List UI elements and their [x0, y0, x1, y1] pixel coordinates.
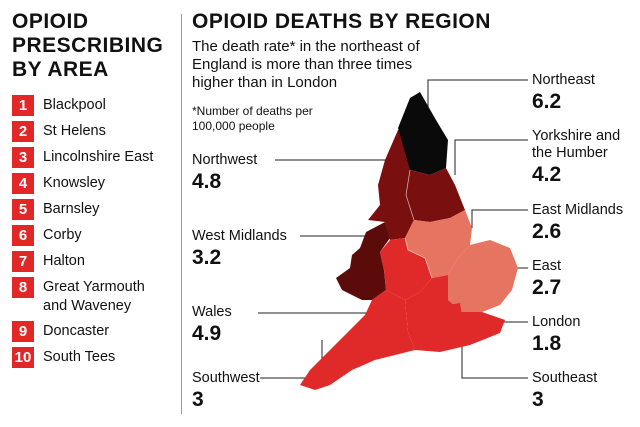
list-item: 9 Doncaster	[12, 321, 182, 343]
label-yorkshire: Yorkshire and the Humber 4.2	[532, 128, 620, 188]
label-wales: Wales 4.9	[192, 304, 232, 347]
label-east: East 2.7	[532, 258, 561, 301]
region-value: 4.9	[192, 322, 222, 345]
region-value: 3	[192, 388, 204, 411]
label-northwest: Northwest 4.8	[192, 152, 257, 195]
rank-badge: 10	[12, 347, 34, 368]
main-title: OPIOID DEATHS BY REGION	[192, 10, 491, 33]
list-item: 1 Blackpool	[12, 95, 182, 117]
label-london: London 1.8	[532, 314, 580, 357]
region-name: Yorkshire and the Humber	[532, 128, 621, 161]
list-item: 8 Great Yarmouth and Waveney	[12, 277, 182, 317]
area-name: Halton	[43, 253, 85, 269]
leader-yorkshire	[454, 139, 528, 175]
region-name: East	[532, 258, 562, 274]
leader-northeast	[427, 79, 528, 120]
region-borders	[404, 169, 433, 279]
rank-badge: 9	[12, 321, 34, 342]
list-item: 5 Barnsley	[12, 199, 182, 221]
region-wales	[336, 222, 390, 300]
rank-badge: 5	[12, 199, 34, 220]
label-southwest: Southwest 3	[192, 370, 260, 413]
region-southeast	[405, 275, 505, 352]
region-name: East Midlands	[532, 202, 624, 218]
region-name: Wales	[192, 304, 232, 320]
prescribing-ranking-list: 1 Blackpool 2 St Helens 3 Lincolnshire E…	[12, 95, 182, 373]
region-value: 6.2	[532, 90, 562, 113]
region-value: 2.7	[532, 276, 562, 299]
area-name: Lincolnshire East	[43, 149, 154, 165]
area-name: St Helens	[43, 123, 106, 139]
area-name: Blackpool	[43, 97, 106, 113]
region-east	[448, 240, 518, 312]
border-midlands	[404, 237, 433, 279]
region-yorkshire	[406, 168, 465, 222]
region-name: Northwest	[192, 152, 258, 168]
region-value: 3	[532, 388, 544, 411]
left-title: OPIOID PRESCRIBING BY AREA	[12, 10, 164, 81]
list-item: 2 St Helens	[12, 121, 182, 143]
region-northeast	[398, 92, 448, 175]
region-east-midlands	[405, 210, 472, 278]
region-southwest	[300, 290, 415, 390]
list-item: 7 Halton	[12, 251, 182, 273]
rank-badge: 6	[12, 225, 34, 246]
area-name: Great Yarmouth and Waveney	[43, 279, 145, 314]
region-name: West Midlands	[192, 228, 287, 244]
list-item: 6 Corby	[12, 225, 182, 247]
border-north	[405, 169, 415, 221]
region-value: 4.8	[192, 170, 222, 193]
rank-badge: 2	[12, 121, 34, 142]
region-northwest	[368, 128, 414, 240]
rank-badge: 1	[12, 95, 34, 116]
region-name: Southwest	[192, 370, 260, 386]
footnote: *Number of deaths per 100,000 people	[192, 104, 313, 133]
label-east-midlands: East Midlands 2.6	[532, 202, 623, 245]
region-value: 3.2	[192, 246, 222, 269]
region-name: Southeast	[532, 370, 598, 386]
rank-badge: 3	[12, 147, 34, 168]
rank-badge: 7	[12, 251, 34, 272]
column-divider	[181, 14, 182, 414]
area-name: Corby	[43, 227, 82, 243]
label-southeast: Southeast 3	[532, 370, 597, 413]
region-name: Northeast	[532, 72, 595, 88]
leader-east-midlands	[471, 209, 528, 228]
rank-badge: 8	[12, 277, 34, 298]
region-value: 2.6	[532, 220, 562, 243]
region-name: London	[532, 314, 581, 330]
area-name: South Tees	[43, 349, 116, 365]
subtitle: The death rate* in the northeast of Engl…	[192, 38, 420, 91]
rank-badge: 4	[12, 173, 34, 194]
area-name: Barnsley	[43, 201, 100, 217]
area-name: Knowsley	[43, 175, 106, 191]
list-item: 10 South Tees	[12, 347, 182, 369]
region-value: 1.8	[532, 332, 562, 355]
list-item: 4 Knowsley	[12, 173, 182, 195]
region-west-midlands	[380, 238, 432, 300]
label-northeast: Northeast 6.2	[532, 72, 595, 115]
label-west-midlands: West Midlands 3.2	[192, 228, 287, 271]
area-name: Doncaster	[43, 323, 110, 339]
region-value: 4.2	[532, 163, 562, 186]
list-item: 3 Lincolnshire East	[12, 147, 182, 169]
